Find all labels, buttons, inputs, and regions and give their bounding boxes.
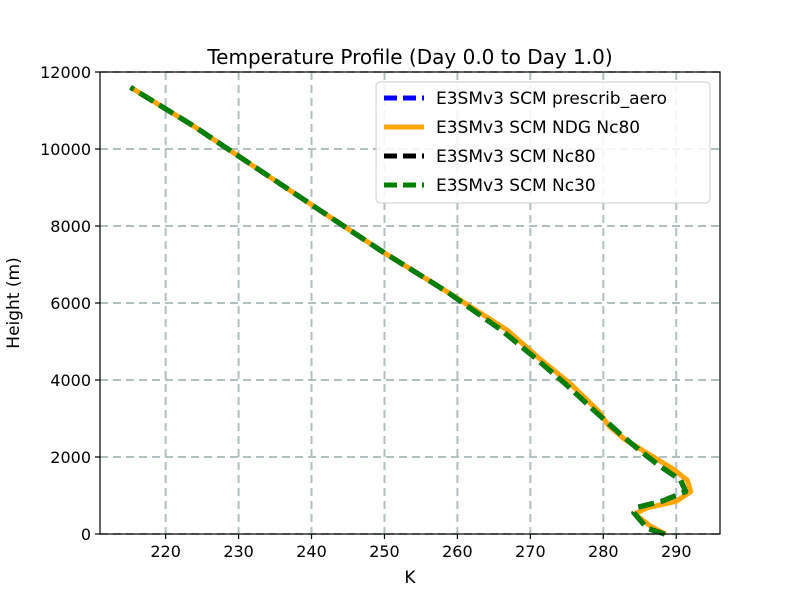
chart-title: Temperature Profile (Day 0.0 to Day 1.0): [206, 45, 612, 69]
legend: E3SMv3 SCM prescrib_aero E3SMv3 SCM NDG N…: [375, 81, 711, 204]
y-tick-label: 6000: [50, 294, 91, 313]
y-tick-label: 8000: [50, 217, 91, 236]
y-tick-label: 12000: [40, 63, 91, 82]
y-tick-label: 0: [81, 525, 91, 544]
y-axis-label: Height (m): [4, 257, 24, 348]
y-tick-label: 10000: [40, 140, 91, 159]
x-axis-label: K: [404, 568, 416, 588]
x-tick-label: 220: [150, 542, 181, 561]
y-tick-label: 2000: [50, 448, 91, 467]
x-tick-label: 280: [588, 542, 619, 561]
x-tick-label: 290: [661, 542, 692, 561]
legend-label: E3SMv3 SCM Nc80: [436, 147, 596, 167]
legend-label: E3SMv3 SCM Nc30: [436, 176, 596, 196]
x-tick-label: 260: [442, 542, 473, 561]
y-tick-label: 4000: [50, 371, 91, 390]
x-tick-label: 250: [369, 542, 400, 561]
series-line-e3smv3-scm-nc30: [129, 85, 689, 537]
legend-label: E3SMv3 SCM prescrib_aero: [436, 89, 667, 109]
x-tick-label: 230: [223, 542, 254, 561]
series-lines: [129, 85, 694, 537]
x-tick-label: 240: [296, 542, 327, 561]
legend-label: E3SMv3 SCM NDG Nc80: [436, 118, 640, 138]
x-tick-label: 270: [515, 542, 546, 561]
axis-ticks: 220 230 240 250 260 270 280 290 0 2000 4000 6000 800…: [40, 63, 691, 561]
grid: [100, 71, 720, 535]
legend-box: [375, 81, 711, 204]
